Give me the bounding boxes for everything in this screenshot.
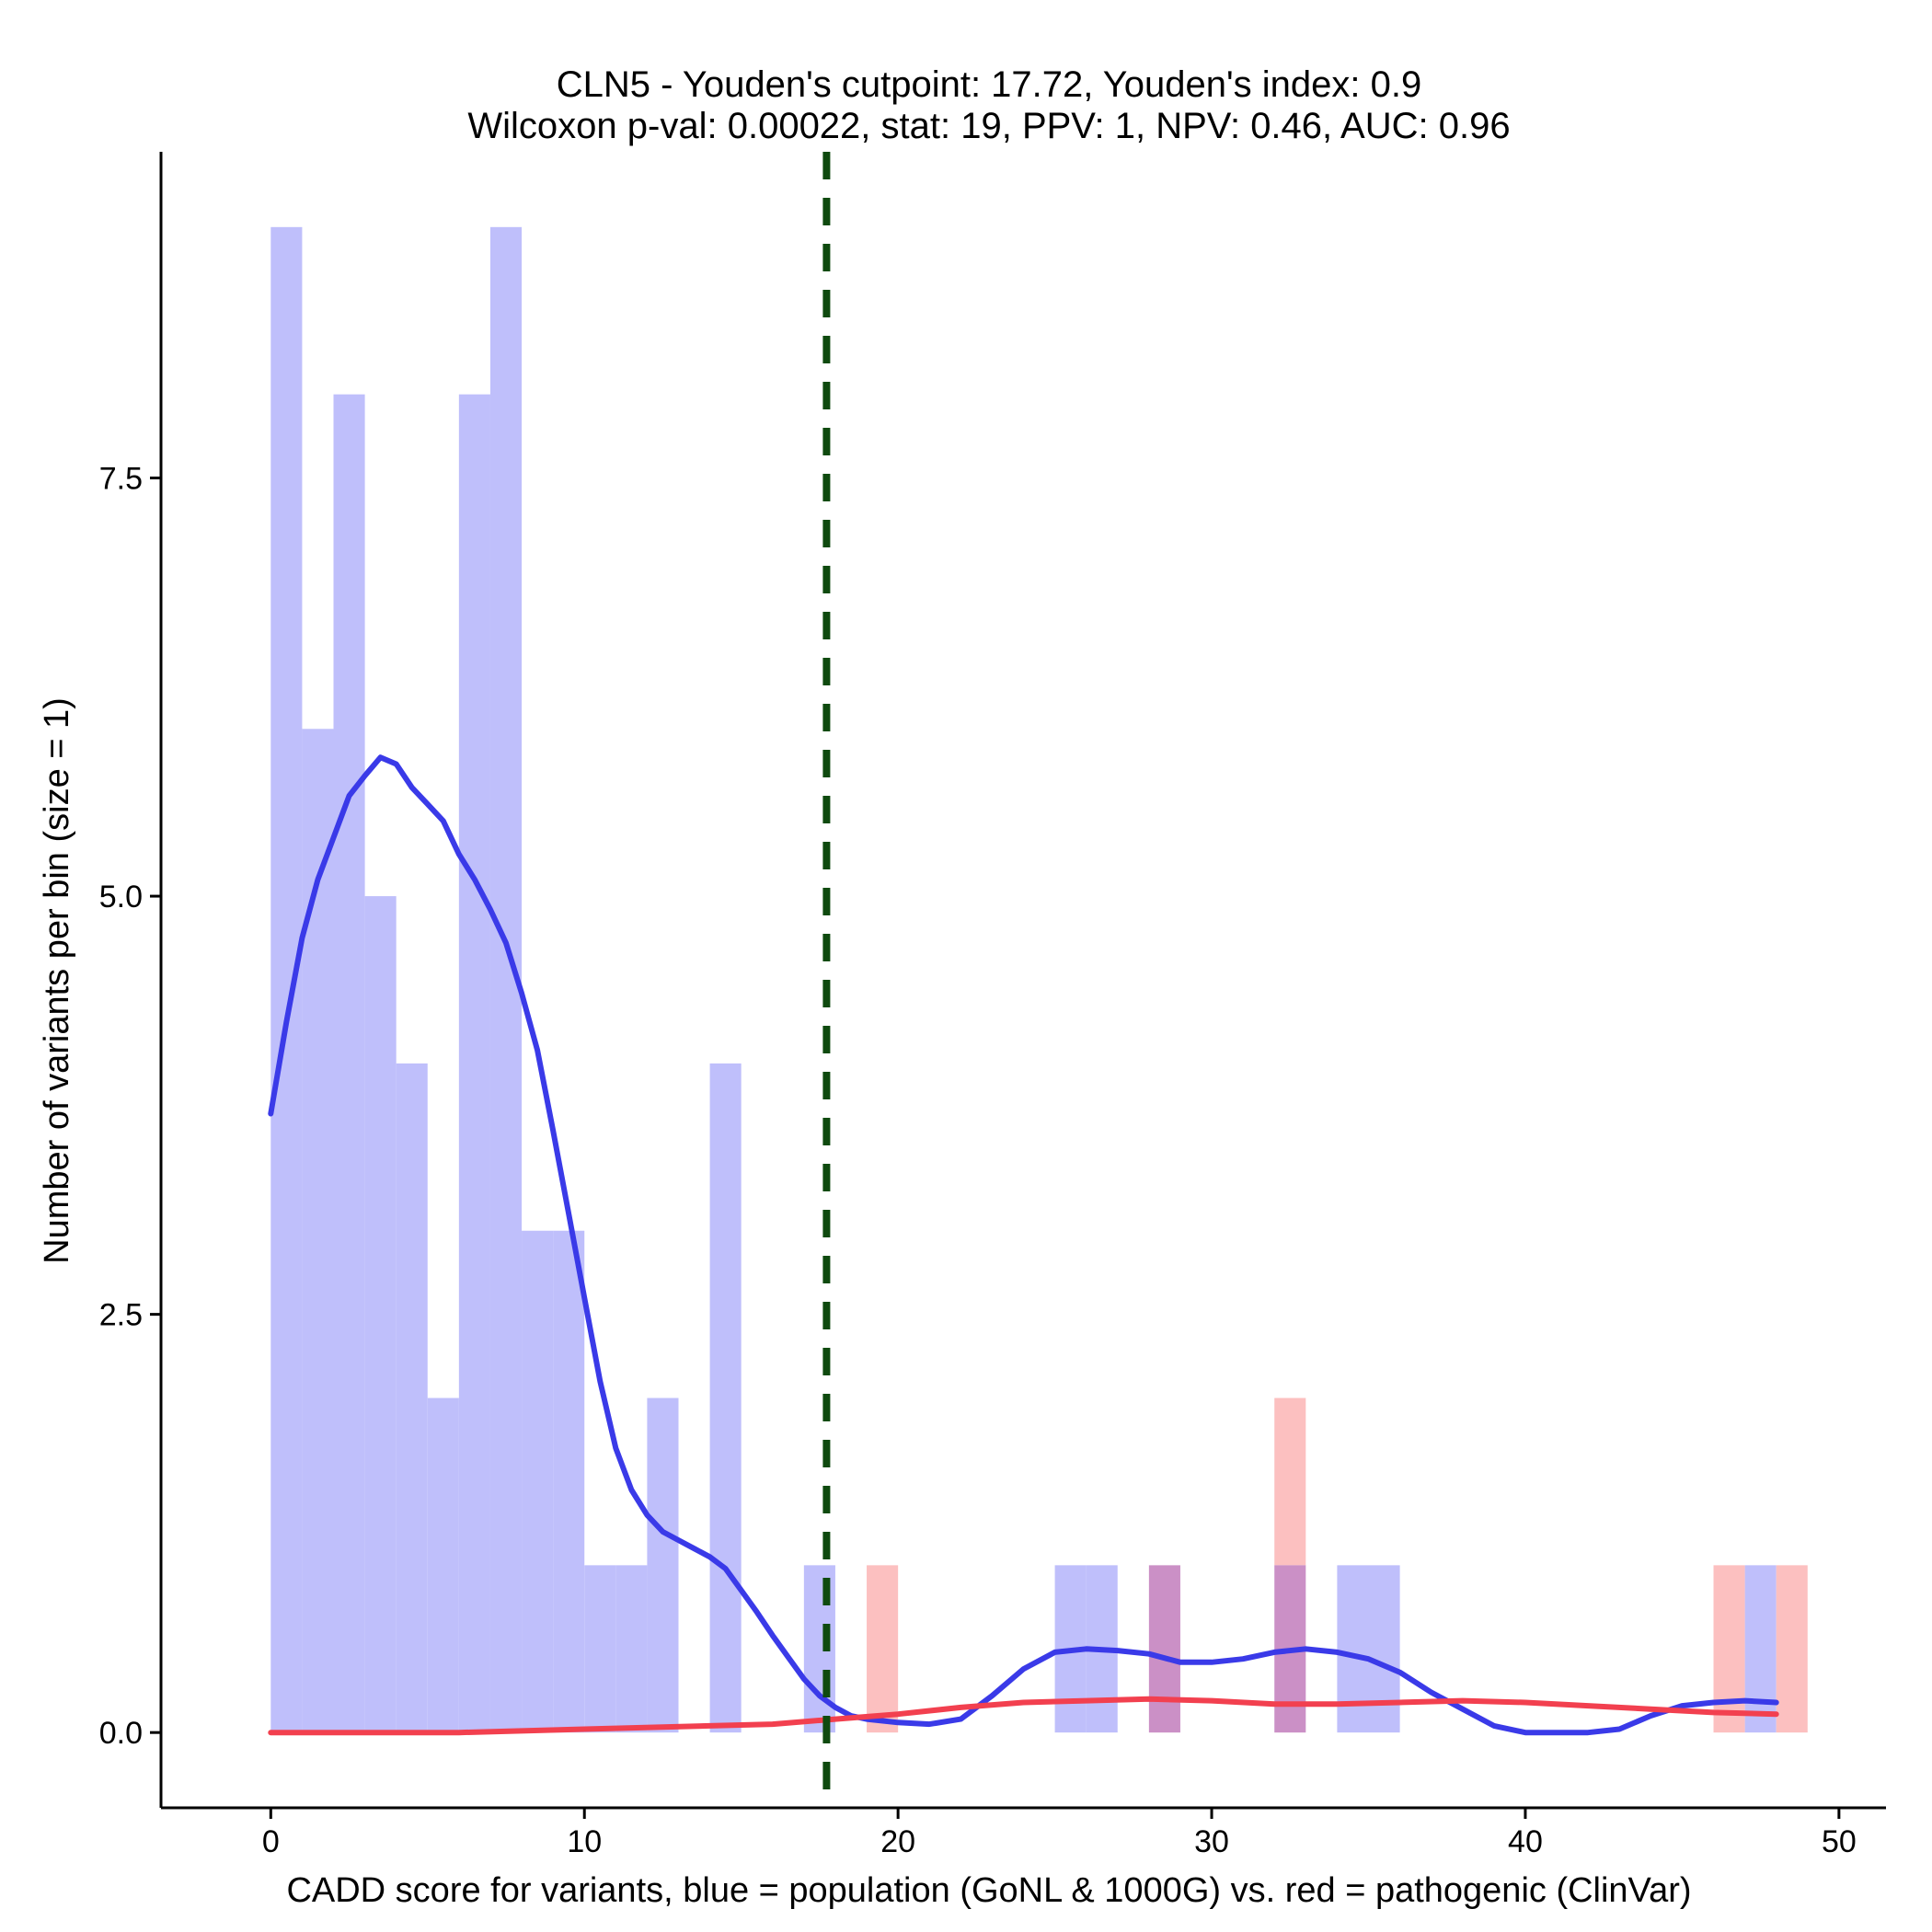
population-bar xyxy=(302,729,334,1733)
population-bar xyxy=(333,394,365,1733)
overlap-bar xyxy=(1148,1565,1180,1733)
population-bar xyxy=(1337,1565,1369,1733)
x-tick-label: 40 xyxy=(1508,1824,1543,1859)
population-bar xyxy=(522,1230,554,1733)
x-tick-label: 30 xyxy=(1194,1824,1229,1859)
population-bar xyxy=(1368,1565,1400,1733)
pathogenic-bar xyxy=(1713,1565,1745,1733)
population-bar xyxy=(647,1397,679,1733)
x-axis-ticks: 0 10 20 30 40 50 xyxy=(262,1808,1857,1859)
population-bar xyxy=(553,1230,585,1733)
population-density-line xyxy=(268,754,1779,1736)
pathogenic-bars xyxy=(867,1397,1808,1733)
x-tick-label: 50 xyxy=(1822,1824,1857,1859)
pathogenic-bar xyxy=(867,1565,899,1733)
chart-title-line-2: Wilcoxon p-val: 0.00022, stat: 19, PPV: … xyxy=(467,106,1510,146)
population-bar xyxy=(803,1565,835,1733)
x-tick-label: 20 xyxy=(880,1824,915,1859)
population-bars xyxy=(270,226,1777,1733)
pathogenic-bar xyxy=(1274,1397,1306,1566)
x-axis-label: CADD score for variants, blue = populati… xyxy=(286,1871,1691,1910)
y-tick-label: 0.0 xyxy=(99,1716,143,1751)
x-tick-label: 10 xyxy=(567,1824,602,1859)
population-bar xyxy=(709,1063,742,1733)
population-bar xyxy=(427,1397,459,1733)
x-tick-label: 0 xyxy=(262,1824,280,1859)
pathogenic-bar xyxy=(1776,1565,1808,1733)
population-bar xyxy=(396,1063,428,1733)
y-tick-label: 5.0 xyxy=(99,880,143,914)
population-bar xyxy=(615,1565,648,1733)
population-bar xyxy=(1744,1565,1777,1733)
population-bar xyxy=(458,394,490,1733)
population-bar xyxy=(270,226,303,1733)
chart-title-line-1: CLN5 - Youden's cutpoint: 17.72, Youden'… xyxy=(557,64,1421,105)
y-tick-label: 2.5 xyxy=(99,1298,143,1333)
y-axis-ticks: 0.0 2.5 5.0 7.5 xyxy=(99,462,161,1751)
population-bar xyxy=(584,1565,616,1733)
population-bar xyxy=(364,896,397,1733)
pathogenic-density-line xyxy=(268,1696,1779,1736)
y-tick-label: 7.5 xyxy=(99,462,143,497)
y-axis-label: Number of variants per bin (size = 1) xyxy=(38,697,76,1264)
